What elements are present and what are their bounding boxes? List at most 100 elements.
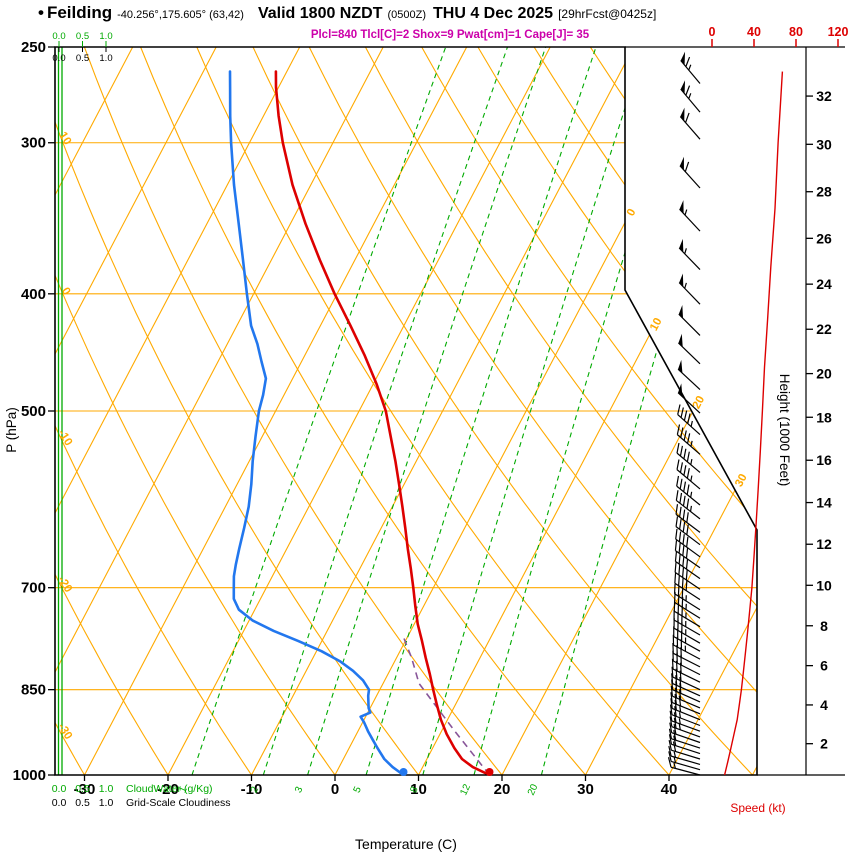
wind-barb [675, 516, 701, 546]
wind-barb [674, 562, 701, 590]
isotherm-line [55, 47, 217, 775]
wind-barb [671, 666, 701, 691]
temperature-tick-label: -10 [241, 781, 263, 798]
temperature-tick-label: -20 [157, 781, 179, 798]
wind-barb [675, 504, 701, 533]
wind-barb [674, 572, 701, 601]
temperature-tick-label: 40 [661, 781, 678, 798]
forecast-reference: [29hrFcst@0425z] [558, 7, 657, 21]
wind-barb [678, 333, 701, 365]
mixing-ratio-line [262, 47, 509, 775]
temperature-tick-label: 0 [331, 781, 339, 798]
height-tick-label: 24 [816, 276, 832, 292]
isotherm-line [55, 47, 301, 775]
temperature-curve [274, 70, 491, 775]
height-tick-label: 22 [816, 321, 832, 337]
height-tick-label: 32 [816, 88, 832, 104]
dry-adiabat-line [140, 47, 586, 775]
wind-barb [676, 459, 701, 490]
skewt-grid [0, 47, 757, 775]
wind-barb [669, 716, 701, 738]
wind-barb [679, 156, 701, 189]
dry-adiabat-line [196, 47, 670, 775]
surface-dewpoint-dot [399, 768, 408, 776]
isotherm-line [251, 47, 635, 775]
wind-barb [668, 745, 701, 765]
wind-barb [679, 200, 701, 232]
wind-barb [669, 710, 701, 732]
height-tick-label: 4 [820, 697, 828, 713]
height-tick-label: 16 [816, 452, 832, 468]
speed-tick-label: 40 [747, 25, 761, 39]
height-tick-label: 20 [816, 366, 832, 382]
isotherm-line [55, 47, 384, 775]
mixing-ratio-label: 5 [352, 785, 365, 795]
wind-barb [678, 238, 701, 271]
cloudwater-scale-value: 0.5 [76, 31, 89, 42]
title-bar: • Feilding -40.256°,175.605° (63,42) Val… [38, 3, 656, 23]
station-bullet: • [38, 3, 44, 22]
height-tick-label: 28 [816, 184, 832, 200]
height-tick-label: 10 [816, 577, 832, 593]
wind-barb [675, 490, 701, 520]
wind-barb [669, 722, 701, 744]
cloudiness-scale-value: 0.5 [76, 53, 89, 64]
dry-adiabat-line [477, 47, 757, 775]
isotherm-line [585, 47, 757, 775]
isotherm-label: 0 [625, 207, 639, 218]
cloudwater-scale-value: 1.0 [99, 31, 112, 42]
isotherm-line [55, 47, 134, 775]
cloudiness-scale-value: 0.5 [75, 797, 90, 809]
wind-barb-column [667, 51, 701, 776]
valid-date: THU 4 Dec 2025 [433, 5, 554, 22]
wind-barb [670, 698, 701, 721]
wind-barb [673, 583, 701, 611]
cloudwater-axis-title: CloudWater (g/Kg) [126, 783, 213, 795]
parcel-path [402, 637, 491, 775]
dry-adiabat-line [55, 47, 169, 775]
valid-time-utc: (0500Z) [387, 9, 426, 21]
dry-adiabat-line [0, 47, 1, 775]
isotherm-line [752, 47, 757, 775]
isotherm-line [167, 47, 551, 775]
temperature-tick-label: 20 [494, 781, 511, 798]
pressure-tick-label: 300 [21, 135, 46, 152]
mixing-ratio-label: 1 [178, 785, 191, 795]
dewpoint-curve [228, 70, 405, 775]
wind-barb [671, 658, 701, 683]
cloudiness-axis-title: Grid-Scale Cloudiness [126, 797, 230, 809]
wind-barb [668, 740, 701, 760]
wind-barb [676, 424, 701, 455]
wind-barb [680, 80, 701, 113]
temperature-tick-label: 10 [410, 781, 427, 798]
wind-barb [677, 383, 701, 414]
speed-tick-label: 80 [789, 25, 803, 39]
wind-barb [671, 673, 701, 697]
cloudwater-scale-value: 0.5 [75, 783, 90, 795]
cloudwater-scale-value: 1.0 [99, 783, 114, 795]
isotherm-line [84, 47, 468, 775]
temperature-axis-title: Temperature (C) [355, 836, 457, 852]
wind-barb [668, 751, 701, 771]
station-coordinates: -40.256°,175.605° (63,42) [117, 9, 244, 21]
isotherm-label: 10 [648, 316, 665, 333]
height-tick-label: 6 [820, 658, 828, 674]
height-tick-label: 8 [820, 618, 828, 634]
dry-adiabat-line [364, 47, 757, 775]
cloudiness-scale-value: 1.0 [99, 53, 112, 64]
cloudwater-scale-value: 0.0 [52, 783, 67, 795]
speed-tick-label: 120 [828, 25, 849, 39]
wind-barb [679, 107, 701, 140]
wind-barb [677, 404, 701, 436]
cloudwater-scale-value: 0.0 [52, 31, 65, 42]
wind-barb [680, 51, 701, 84]
wind-barb [672, 642, 701, 668]
cloudiness-scale-value: 0.0 [52, 53, 65, 64]
cloudiness-scale-value: 1.0 [99, 797, 114, 809]
valid-time: Valid 1800 NZDT [257, 5, 383, 22]
pressure-tick-label: 500 [21, 403, 46, 420]
speed-tick-label: 0 [709, 25, 716, 39]
cloudiness-scale-value: 0.0 [52, 797, 67, 809]
mixing-ratio-label: 3 [293, 785, 306, 795]
